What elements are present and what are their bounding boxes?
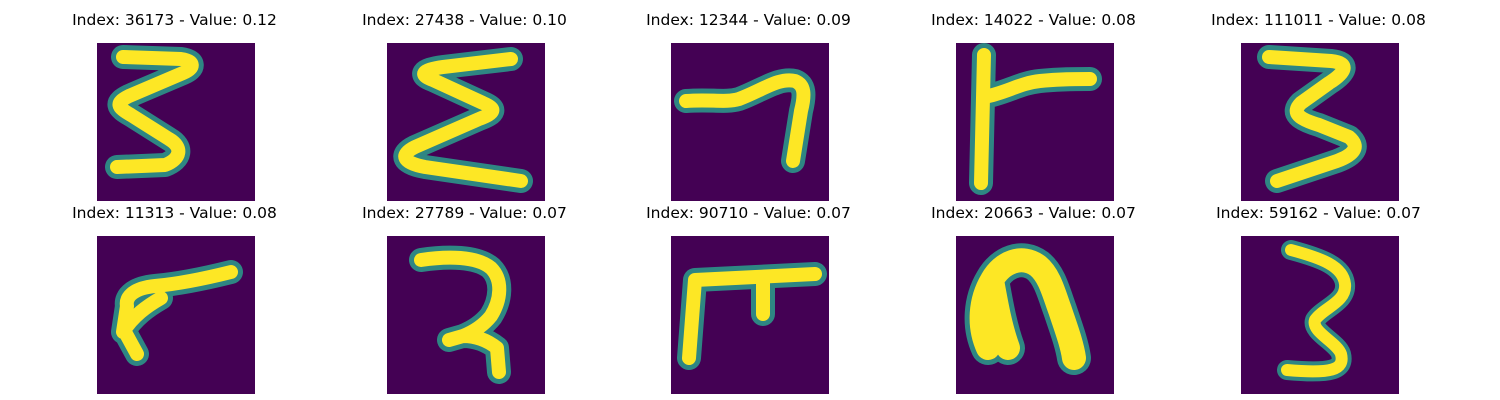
glyph-stroke <box>974 48 1097 190</box>
glyph-stroke <box>679 73 811 168</box>
sample-title: Index: 20663 - Value: 0.07 <box>931 204 1136 222</box>
sample-cell-5: Index: 111011 - Value: 0.08 <box>1176 9 1461 201</box>
sample-image <box>97 43 255 201</box>
glyph-stroke <box>1262 50 1362 188</box>
sample-image <box>97 236 255 394</box>
sample-cell-2: Index: 27438 - Value: 0.10 <box>322 9 607 201</box>
sample-image <box>387 236 545 394</box>
glyph-stroke <box>110 50 199 174</box>
sample-cell-10: Index: 59162 - Value: 0.07 <box>1176 202 1461 394</box>
sample-image <box>956 43 1114 201</box>
glyph-stroke <box>1281 244 1351 378</box>
sample-title: Index: 12344 - Value: 0.09 <box>646 11 851 29</box>
sample-image <box>1241 236 1399 394</box>
sample-title: Index: 27789 - Value: 0.07 <box>362 204 567 222</box>
sample-title: Index: 59162 - Value: 0.07 <box>1216 204 1421 222</box>
sample-cell-7: Index: 27789 - Value: 0.07 <box>322 202 607 394</box>
glyph-stroke <box>398 52 528 188</box>
glyph-stroke <box>969 248 1086 370</box>
sample-image <box>956 236 1114 394</box>
sample-cell-9: Index: 20663 - Value: 0.07 <box>891 202 1176 394</box>
glyph-stroke <box>682 267 822 365</box>
glyph-stroke <box>116 265 238 361</box>
sample-title: Index: 27438 - Value: 0.10 <box>362 11 567 29</box>
sample-title: Index: 14022 - Value: 0.08 <box>931 11 1136 29</box>
sample-cell-6: Index: 11313 - Value: 0.08 <box>32 202 317 394</box>
sample-cell-3: Index: 12344 - Value: 0.09 <box>606 9 891 201</box>
sample-image <box>1241 43 1399 201</box>
sample-cell-1: Index: 36173 - Value: 0.12 <box>32 9 317 201</box>
sample-title: Index: 11313 - Value: 0.08 <box>72 204 277 222</box>
sample-image <box>387 43 545 201</box>
sample-title: Index: 111011 - Value: 0.08 <box>1211 11 1426 29</box>
sample-cell-4: Index: 14022 - Value: 0.08 <box>891 9 1176 201</box>
sample-image <box>671 43 829 201</box>
glyph-stroke <box>414 250 507 379</box>
sample-title: Index: 90710 - Value: 0.07 <box>646 204 851 222</box>
sample-cell-8: Index: 90710 - Value: 0.07 <box>606 202 891 394</box>
sample-image <box>671 236 829 394</box>
sample-title: Index: 36173 - Value: 0.12 <box>72 11 277 29</box>
